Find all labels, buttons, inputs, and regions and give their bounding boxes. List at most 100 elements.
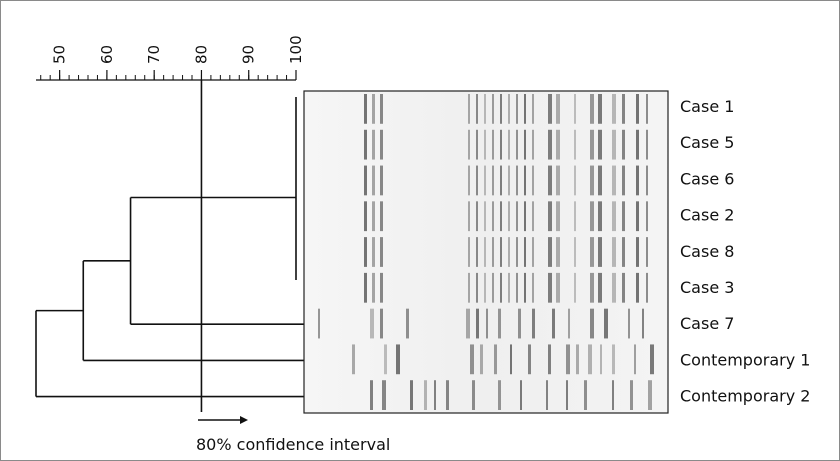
gel-band bbox=[380, 129, 383, 160]
gel-band bbox=[468, 201, 470, 232]
gel-band bbox=[622, 94, 625, 124]
gel-band bbox=[566, 344, 570, 375]
gel-band bbox=[532, 308, 535, 339]
gel-band bbox=[468, 129, 470, 160]
lane-label-9: Contemporary 2 bbox=[680, 387, 810, 406]
gel-band bbox=[380, 272, 383, 303]
gel-band bbox=[372, 237, 375, 267]
gel-band bbox=[510, 344, 512, 375]
gel-band bbox=[590, 308, 594, 339]
gel-band bbox=[484, 201, 486, 232]
gel-band bbox=[318, 308, 320, 339]
tick-label-60: 60 bbox=[98, 45, 116, 64]
dendrogram-tree bbox=[35, 97, 322, 398]
gel-band bbox=[468, 94, 470, 124]
gel-band bbox=[548, 129, 552, 160]
gel-band bbox=[648, 380, 652, 410]
gel-band bbox=[372, 272, 375, 303]
gel-band bbox=[508, 165, 510, 196]
gel-band bbox=[590, 165, 594, 196]
gel-band bbox=[548, 272, 552, 303]
tick-label-50: 50 bbox=[51, 45, 69, 64]
gel-band bbox=[556, 94, 560, 124]
gel-band bbox=[516, 94, 518, 124]
gel-band bbox=[516, 272, 518, 303]
gel-band bbox=[434, 380, 436, 410]
gel-band bbox=[476, 165, 478, 196]
gel-band bbox=[584, 380, 587, 410]
gel-band bbox=[492, 272, 494, 303]
tick-label-80: 80 bbox=[192, 45, 210, 64]
gel-band bbox=[476, 129, 478, 160]
gel-band bbox=[622, 237, 625, 267]
gel-band bbox=[528, 344, 531, 375]
gel-band bbox=[574, 272, 576, 303]
gel-band bbox=[574, 94, 576, 124]
gel-band bbox=[646, 272, 648, 303]
gel-band bbox=[524, 272, 526, 303]
gel-band bbox=[612, 344, 615, 375]
gel-band bbox=[532, 94, 534, 124]
gel-band bbox=[598, 272, 602, 303]
gel-band bbox=[650, 344, 654, 375]
gel-band bbox=[516, 165, 518, 196]
gel-band bbox=[516, 237, 518, 267]
gel-band bbox=[380, 165, 383, 196]
arrow-right-icon bbox=[240, 416, 248, 424]
gel-band bbox=[372, 129, 375, 160]
gel-band bbox=[574, 165, 576, 196]
gel-band bbox=[500, 129, 502, 160]
gel-band bbox=[382, 380, 386, 410]
gel-band bbox=[370, 380, 373, 410]
gel-band bbox=[574, 129, 576, 160]
gel-band bbox=[508, 94, 510, 124]
gel-band bbox=[352, 344, 355, 375]
gel-band bbox=[642, 308, 644, 339]
gel-band bbox=[486, 308, 488, 339]
lane-label-6: Case 3 bbox=[680, 278, 734, 297]
gel-band bbox=[548, 344, 551, 375]
gel-band bbox=[532, 165, 534, 196]
gel-band bbox=[500, 201, 502, 232]
gel-band bbox=[492, 237, 494, 267]
gel-band bbox=[476, 272, 478, 303]
gel-band bbox=[364, 272, 367, 303]
gel-band bbox=[500, 94, 502, 124]
gel-band bbox=[556, 272, 560, 303]
gel-band bbox=[406, 308, 409, 339]
similarity-scale: 50 60 70 80 90 100 bbox=[36, 35, 305, 81]
gel-band bbox=[370, 308, 374, 339]
gel-band bbox=[548, 94, 552, 124]
gel-band bbox=[524, 165, 526, 196]
gel-band bbox=[612, 165, 616, 196]
gel-band bbox=[484, 165, 486, 196]
gel-band bbox=[556, 201, 560, 232]
gel-band bbox=[600, 344, 602, 375]
gel-band bbox=[604, 308, 608, 339]
gel-band bbox=[508, 129, 510, 160]
gel-band bbox=[364, 94, 367, 124]
gel-band bbox=[476, 237, 478, 267]
gel-lane-2 bbox=[364, 129, 648, 160]
gel-band bbox=[470, 344, 474, 375]
gel-border bbox=[303, 90, 669, 414]
gel-band bbox=[396, 344, 400, 375]
gel-lane-9 bbox=[370, 380, 652, 410]
gel-band bbox=[466, 308, 470, 339]
gel-band bbox=[380, 94, 383, 124]
gel-band bbox=[590, 94, 594, 124]
gel-band bbox=[380, 237, 383, 267]
gel-band bbox=[548, 237, 552, 267]
gel-band bbox=[552, 308, 555, 339]
gel-band bbox=[598, 201, 602, 232]
gel-band bbox=[546, 380, 548, 410]
gel-image bbox=[303, 90, 669, 414]
gel-lane-8 bbox=[352, 344, 654, 375]
gel-band bbox=[636, 129, 639, 160]
gel-band bbox=[384, 344, 387, 375]
gel-band bbox=[500, 272, 502, 303]
tick-label-90: 90 bbox=[240, 45, 258, 64]
gel-band bbox=[492, 165, 494, 196]
tick-label-100: 100 bbox=[287, 35, 305, 64]
